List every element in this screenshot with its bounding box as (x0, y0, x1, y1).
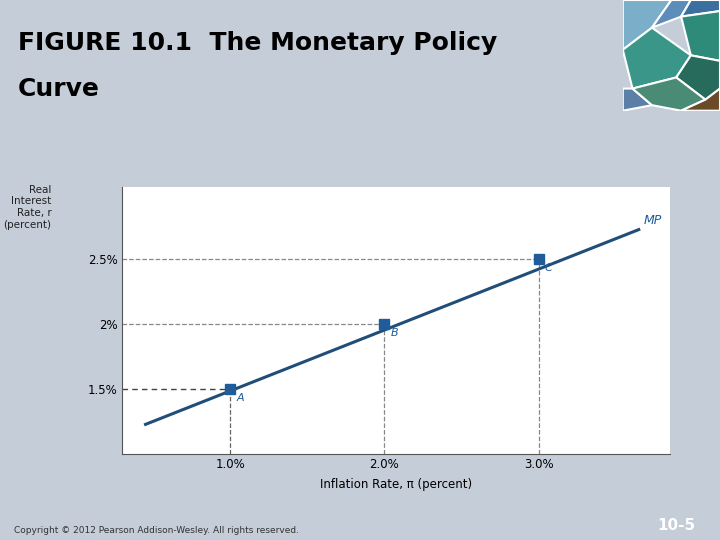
Text: FIGURE 10.1  The Monetary Policy: FIGURE 10.1 The Monetary Policy (18, 31, 498, 55)
Polygon shape (623, 89, 652, 111)
Polygon shape (676, 56, 720, 99)
Polygon shape (633, 77, 706, 111)
Polygon shape (681, 0, 720, 17)
Text: C: C (545, 262, 552, 273)
X-axis label: Inflation Rate, π (percent): Inflation Rate, π (percent) (320, 478, 472, 491)
Text: B: B (391, 328, 398, 338)
Polygon shape (623, 0, 671, 50)
Text: Real
Interest
Rate, r
(percent): Real Interest Rate, r (percent) (4, 185, 51, 230)
Text: Copyright © 2012 Pearson Addison-Wesley. All rights reserved.: Copyright © 2012 Pearson Addison-Wesley.… (14, 525, 300, 535)
Text: 10-5: 10-5 (658, 518, 696, 534)
Text: A: A (236, 393, 244, 402)
Polygon shape (681, 11, 720, 61)
Text: MP: MP (644, 214, 662, 227)
Polygon shape (681, 89, 720, 111)
Polygon shape (652, 0, 690, 28)
Polygon shape (623, 28, 690, 89)
Text: Curve: Curve (18, 77, 100, 102)
